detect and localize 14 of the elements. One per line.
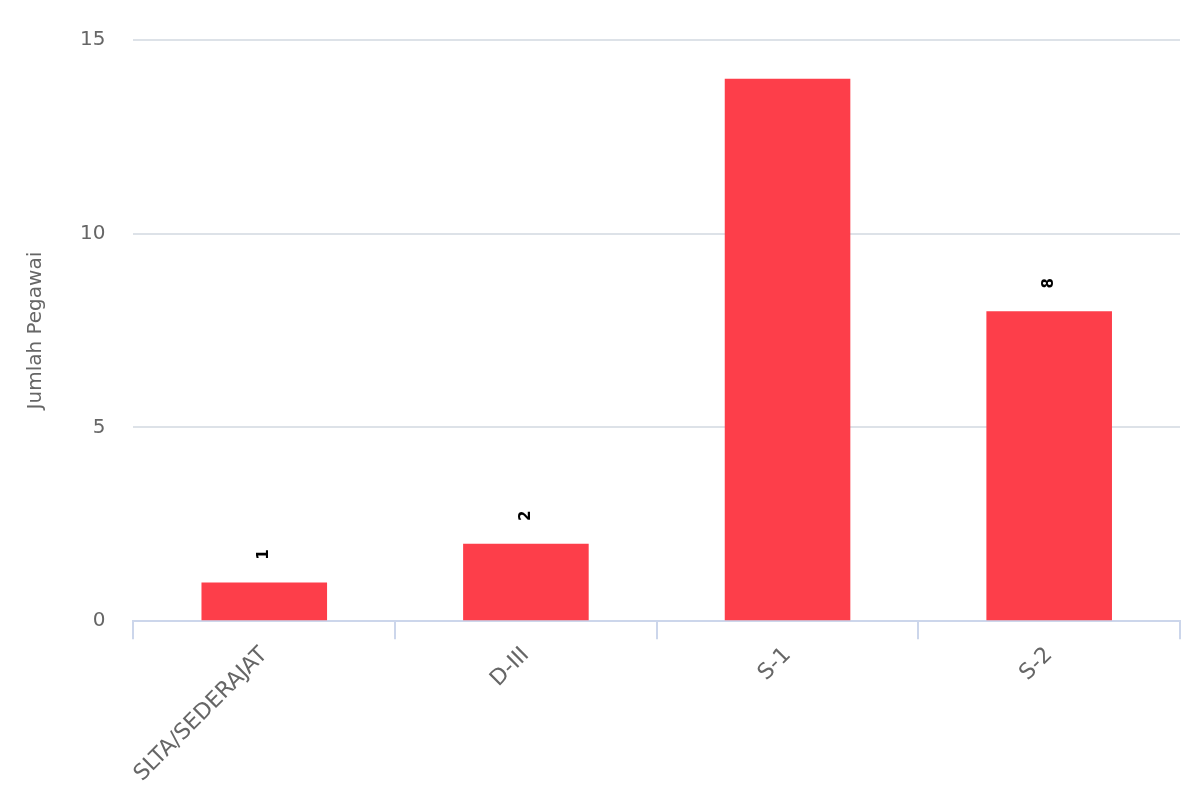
bar	[201, 582, 328, 621]
y-tick-label: 15	[80, 26, 106, 51]
x-tick-label: S-1	[752, 641, 796, 685]
data-label: 2	[515, 510, 534, 521]
y-tick-label: 0	[92, 607, 106, 632]
x-tick-label: S-2	[1013, 641, 1057, 685]
data-label: 8	[1039, 278, 1058, 289]
y-axis-title: Jumlah Pegawai	[22, 251, 47, 412]
bar	[463, 543, 589, 621]
data-label: 1	[254, 549, 273, 560]
y-tick-label: 5	[92, 413, 106, 438]
y-tick-label: 10	[80, 219, 106, 244]
bar	[986, 311, 1112, 621]
bar	[724, 78, 851, 621]
